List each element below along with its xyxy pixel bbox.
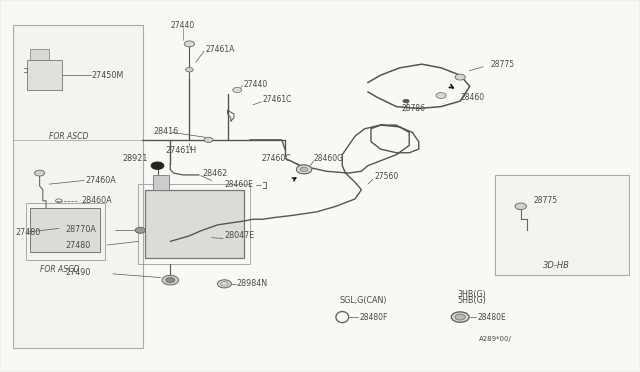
Text: 28460G: 28460G	[314, 154, 344, 163]
Text: FOR ASCD: FOR ASCD	[40, 264, 79, 273]
Text: 27450M: 27450M	[92, 71, 124, 80]
Text: A289*00/: A289*00/	[479, 336, 512, 342]
Text: 5HB(G): 5HB(G)	[457, 296, 486, 305]
Text: 27461A: 27461A	[205, 45, 235, 54]
Text: 28462: 28462	[202, 169, 227, 177]
Text: 27461C: 27461C	[262, 95, 292, 104]
Bar	[495, 175, 629, 275]
Circle shape	[451, 312, 469, 322]
Text: SGL,G(CAN): SGL,G(CAN)	[339, 296, 387, 305]
Text: 27460C: 27460C	[262, 154, 291, 163]
Text: 28460A: 28460A	[81, 196, 111, 205]
Text: 28775: 28775	[534, 196, 557, 205]
Text: 28984N: 28984N	[236, 279, 267, 288]
Text: 28460: 28460	[460, 93, 484, 102]
Circle shape	[151, 162, 164, 169]
Bar	[145, 190, 244, 258]
Bar	[27, 61, 62, 90]
Circle shape	[35, 170, 45, 176]
Text: 28775: 28775	[491, 60, 515, 70]
Text: 27480: 27480	[65, 241, 90, 250]
Text: 27461H: 27461H	[166, 147, 197, 155]
Circle shape	[218, 280, 232, 288]
Circle shape	[204, 137, 213, 142]
Circle shape	[162, 275, 179, 285]
Circle shape	[436, 93, 446, 99]
Text: 3HB(G): 3HB(G)	[457, 291, 486, 299]
Circle shape	[515, 203, 527, 210]
Circle shape	[233, 87, 242, 93]
Text: 28047E: 28047E	[225, 231, 255, 240]
Text: 28480E: 28480E	[477, 312, 506, 321]
Text: 28921: 28921	[123, 154, 148, 163]
Circle shape	[135, 227, 145, 233]
Circle shape	[296, 165, 312, 174]
Text: 27480: 27480	[15, 228, 41, 237]
Circle shape	[184, 41, 195, 47]
Text: 3D-HB: 3D-HB	[543, 261, 570, 270]
Circle shape	[403, 99, 409, 103]
Text: 27440: 27440	[244, 80, 268, 89]
Text: FOR ASCD: FOR ASCD	[49, 132, 88, 141]
Text: 28480F: 28480F	[360, 312, 388, 321]
Circle shape	[455, 314, 465, 320]
Text: 28460E: 28460E	[224, 180, 253, 189]
Text: 28770A: 28770A	[65, 225, 96, 234]
Circle shape	[300, 167, 308, 171]
Bar	[153, 175, 169, 190]
Text: 27490: 27490	[65, 268, 90, 277]
Bar	[26, 203, 105, 260]
Text: 28786: 28786	[401, 104, 426, 113]
Bar	[30, 208, 100, 253]
Text: 27460A: 27460A	[86, 176, 116, 185]
Circle shape	[166, 278, 175, 283]
Text: 27560: 27560	[374, 172, 399, 181]
Circle shape	[455, 74, 465, 80]
Text: 28416: 28416	[153, 127, 178, 136]
Bar	[138, 184, 250, 263]
Bar	[13, 25, 143, 349]
Text: 27440: 27440	[171, 21, 195, 30]
Bar	[30, 49, 49, 61]
Circle shape	[186, 67, 193, 72]
